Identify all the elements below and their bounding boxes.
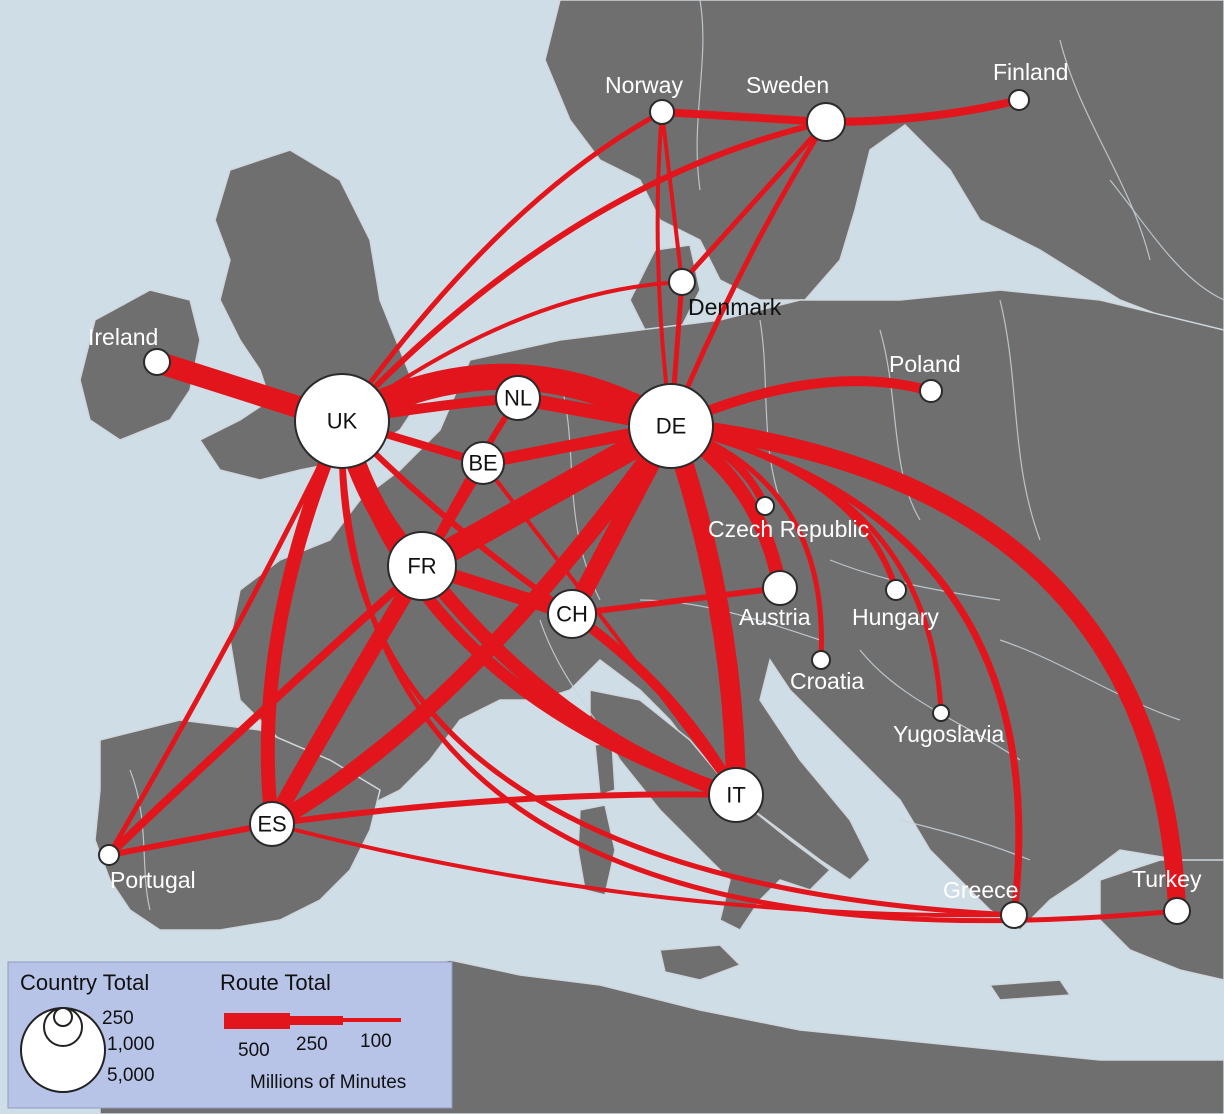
node-ch xyxy=(547,589,597,639)
legend-route-250 xyxy=(288,1016,343,1025)
label-ch: CH xyxy=(556,602,588,627)
label-fr: FR xyxy=(407,554,436,579)
route-sweden-finland xyxy=(825,96,1020,126)
label-es: ES xyxy=(257,812,286,837)
node-nl xyxy=(495,375,541,421)
legend: Country Total 250 1,000 5,000 Route Tota… xyxy=(7,961,453,1109)
label-turkey: Turkey xyxy=(1132,866,1202,892)
crete xyxy=(988,979,1072,1001)
route-es-greece xyxy=(271,822,1015,918)
route-es-de-2 xyxy=(270,424,674,827)
legend-value-250: 250 xyxy=(102,1008,134,1029)
label-it: IT xyxy=(726,783,746,808)
route-uk-norway xyxy=(339,109,664,423)
node-de xyxy=(628,383,714,469)
label-poland: Poland xyxy=(889,351,961,377)
route-de-fr xyxy=(416,415,677,577)
route-norway-sweden xyxy=(661,108,827,126)
route-fr-it xyxy=(416,561,739,802)
node-finland xyxy=(1008,89,1030,111)
legend-units: Millions of Minutes xyxy=(250,1072,406,1093)
route-norway-denmark xyxy=(660,111,684,283)
legend-route-value-100: 100 xyxy=(360,1031,392,1052)
node-norway xyxy=(649,99,675,125)
legend-circle-250 xyxy=(53,1007,73,1027)
node-it xyxy=(708,767,764,823)
route-ch-it xyxy=(569,609,741,798)
major-labels: UK DE FR NL BE CH IT ES xyxy=(257,386,745,837)
route-ch-austria xyxy=(571,585,781,617)
route-sweden-denmark xyxy=(680,120,828,284)
route-fr-es xyxy=(265,561,429,828)
route-es-it xyxy=(271,791,737,827)
label-norway: Norway xyxy=(605,72,683,98)
node-croatia xyxy=(811,650,831,670)
legend-route-total-title: Route Total xyxy=(220,970,331,995)
label-yugoslavia: Yugoslavia xyxy=(893,721,1004,747)
node-yugoslavia xyxy=(932,704,950,722)
node-czech xyxy=(755,496,775,516)
scandinavia xyxy=(544,0,1224,341)
minor-labels: Ireland Norway Sweden Finland Denmark Po… xyxy=(88,59,1202,903)
legend-route-100 xyxy=(341,1018,401,1022)
label-be: BE xyxy=(468,451,497,476)
label-uk: UK xyxy=(327,409,358,434)
label-croatia: Croatia xyxy=(790,668,864,694)
label-hungary: Hungary xyxy=(852,604,939,630)
route-de-greece xyxy=(670,422,1023,916)
node-hungary xyxy=(885,579,907,601)
label-finland: Finland xyxy=(993,59,1068,85)
routes xyxy=(106,96,1186,924)
label-greece: Greece xyxy=(943,877,1018,903)
label-ireland: Ireland xyxy=(88,324,158,350)
node-austria xyxy=(762,570,798,606)
legend-value-5000: 5,000 xyxy=(107,1065,155,1086)
route-uk-portugal xyxy=(106,419,345,857)
legend-route-500 xyxy=(224,1013,290,1029)
node-greece xyxy=(1000,901,1028,929)
node-portugal xyxy=(98,844,120,866)
label-portugal: Portugal xyxy=(110,867,196,893)
label-nl: NL xyxy=(504,386,532,411)
route-uk-de xyxy=(335,363,678,438)
node-turkey xyxy=(1163,897,1191,925)
node-es xyxy=(249,801,295,847)
node-poland xyxy=(919,379,943,403)
node-denmark xyxy=(668,268,696,296)
legend-country-total-title: Country Total xyxy=(20,970,149,995)
label-denmark: Denmark xyxy=(688,294,782,320)
label-austria: Austria xyxy=(739,604,811,630)
legend-route-value-250: 250 xyxy=(296,1034,328,1055)
node-sweden xyxy=(806,102,846,142)
node-be xyxy=(461,441,505,485)
label-sweden: Sweden xyxy=(746,72,829,98)
node-uk xyxy=(294,373,390,469)
label-czech: Czech Republic xyxy=(708,516,869,542)
route-fr-portugal xyxy=(106,563,425,858)
route-uk-sweden xyxy=(339,119,827,424)
route-uk-es xyxy=(260,418,349,825)
route-de-sweden xyxy=(668,120,829,427)
legend-value-1000: 1,000 xyxy=(107,1034,155,1055)
legend-route-value-500: 500 xyxy=(238,1040,270,1061)
route-es-portugal xyxy=(108,821,273,858)
route-uk-turkey xyxy=(339,420,1178,924)
label-de: DE xyxy=(656,414,687,439)
node-ireland xyxy=(143,348,171,376)
route-de-it xyxy=(661,422,746,796)
route-be-it xyxy=(481,461,738,797)
sicily xyxy=(659,944,742,981)
route-uk-denmark xyxy=(340,280,683,423)
country-nodes xyxy=(98,89,1191,929)
node-fr xyxy=(387,531,457,601)
route-de-turkey xyxy=(670,417,1186,912)
ireland-island xyxy=(79,289,201,441)
